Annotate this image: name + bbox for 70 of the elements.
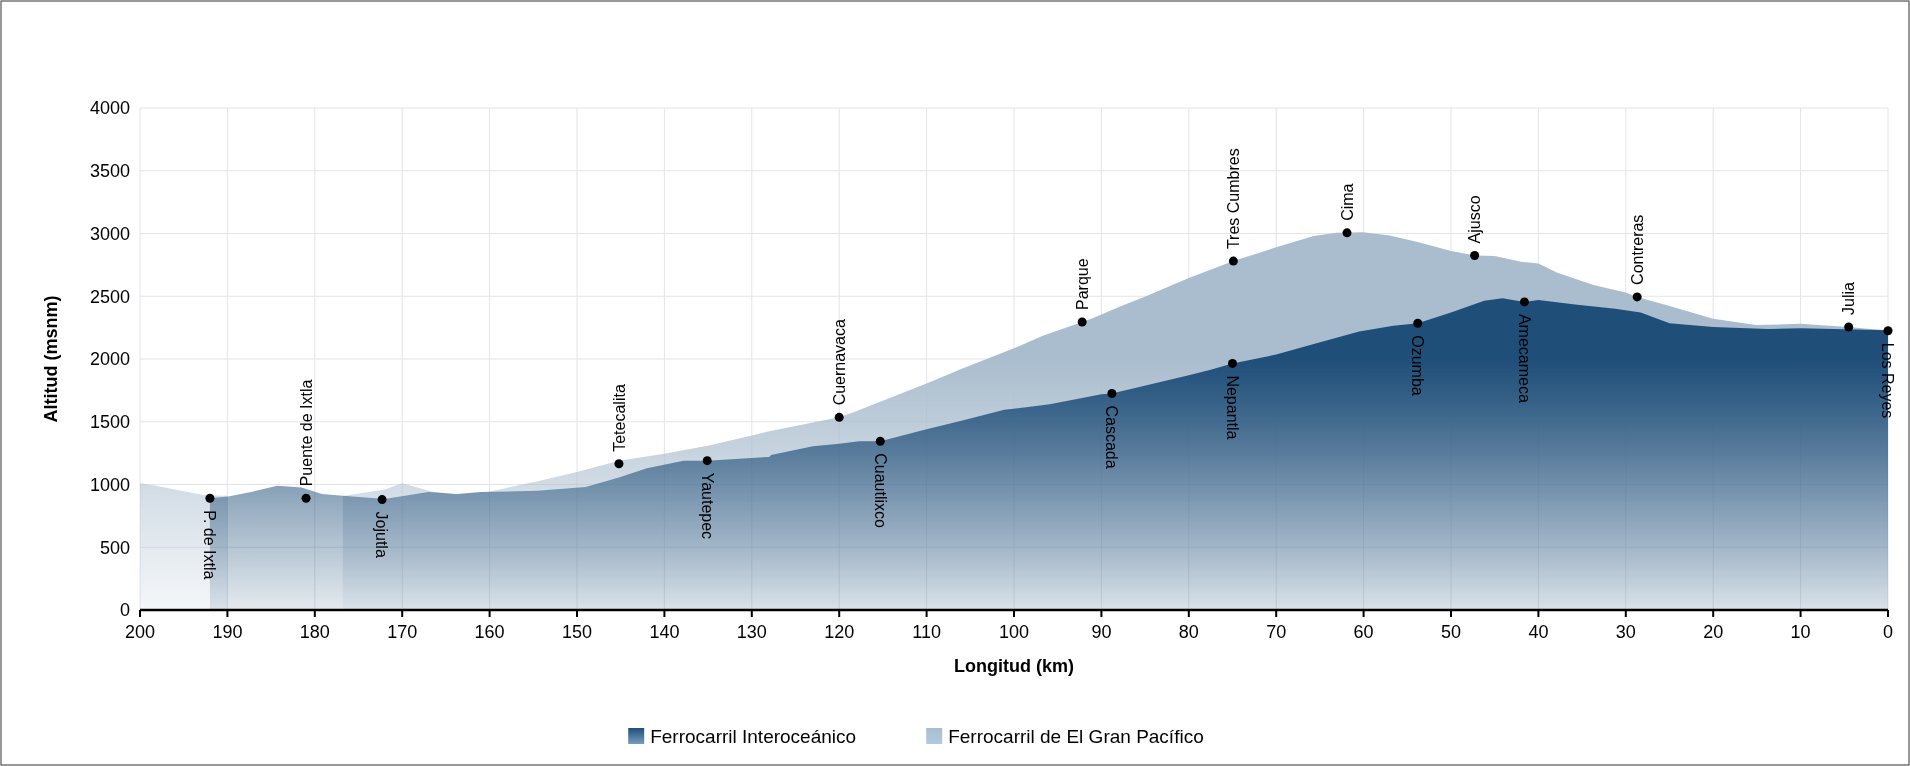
x-tick-label: 10 — [1790, 622, 1811, 642]
point — [834, 412, 844, 422]
annotation: P. de Ixtla — [201, 510, 219, 580]
y-tick-label: 1000 — [89, 474, 130, 495]
annotation: Parque — [1073, 258, 1091, 310]
annotation: Cima — [1338, 183, 1356, 221]
annotation: Cuernavaca — [830, 318, 848, 406]
x-tick-label: 60 — [1353, 622, 1374, 642]
annotation: Tres Cumbres — [1224, 148, 1242, 250]
point — [377, 495, 387, 505]
point — [1519, 297, 1529, 307]
annotation: Cascada — [1103, 405, 1121, 469]
x-tick-label: 180 — [299, 622, 330, 642]
legend-label: Ferrocarril de El Gran Pacífico — [948, 725, 1204, 747]
point — [1077, 317, 1087, 327]
x-axis-title: Longitud (km) — [954, 656, 1074, 676]
annotation: Amecameca — [1515, 313, 1533, 403]
x-tick-label: 40 — [1528, 622, 1549, 642]
y-tick-label: 3000 — [89, 223, 130, 244]
x-tick-label: 200 — [124, 622, 156, 642]
y-tick-label: 0 — [119, 600, 130, 621]
x-tick-label: 20 — [1703, 622, 1724, 642]
annotation: Tetecalita — [610, 384, 628, 452]
x-tick-label: 160 — [474, 622, 505, 642]
annotation: Puente de Ixtla — [297, 379, 315, 487]
legend-label: Ferrocarril Interoceánico — [650, 725, 857, 747]
point — [1107, 389, 1117, 399]
x-tick-label: 0 — [1882, 622, 1894, 642]
y-tick-label: 500 — [99, 537, 130, 558]
point — [1883, 326, 1893, 336]
point — [1632, 292, 1642, 302]
x-tick-label: 90 — [1091, 622, 1112, 642]
y-tick-label: 1500 — [89, 412, 130, 433]
x-tick-label: 70 — [1266, 622, 1287, 642]
x-tick-label: 150 — [561, 622, 593, 642]
point — [875, 436, 885, 446]
annotation: Ajusco — [1466, 195, 1484, 244]
annotation: Julia — [1840, 281, 1858, 315]
y-tick-label: 3500 — [89, 161, 130, 182]
y-tick-label: 4000 — [89, 98, 130, 119]
point — [614, 459, 624, 469]
x-tick-label: 50 — [1440, 622, 1462, 642]
y-axis-title: Altitud (msnm) — [41, 295, 61, 423]
point — [301, 493, 311, 503]
x-tick-label: 120 — [824, 622, 855, 642]
annotation: Cuautlixco — [871, 453, 889, 529]
point — [1228, 358, 1237, 368]
point — [702, 456, 712, 466]
x-tick-label: 100 — [998, 622, 1030, 642]
point — [1228, 256, 1238, 266]
annotation: Los Reyes — [1879, 342, 1897, 419]
y-tick-label: 2500 — [89, 286, 130, 307]
point — [1413, 318, 1423, 328]
x-tick-label: 190 — [212, 622, 243, 642]
x-tick-label: 30 — [1615, 622, 1636, 642]
x-tick-label: 80 — [1178, 622, 1199, 642]
point — [205, 493, 215, 503]
point — [1470, 250, 1480, 260]
annotation: Yautepec — [698, 472, 716, 540]
annotation: Jojutla — [373, 511, 391, 558]
y-tick-label: 2000 — [89, 349, 130, 370]
point — [1342, 228, 1352, 238]
annotation: Ozumba — [1409, 335, 1427, 396]
point — [1844, 322, 1854, 332]
x-tick-label: 140 — [649, 622, 680, 642]
annotation: Contreras — [1628, 214, 1646, 285]
annotation: Nepantla — [1223, 375, 1241, 440]
x-tick-label: 110 — [912, 622, 941, 642]
x-tick-label: 130 — [736, 622, 767, 642]
x-tick-label: 170 — [387, 622, 418, 642]
